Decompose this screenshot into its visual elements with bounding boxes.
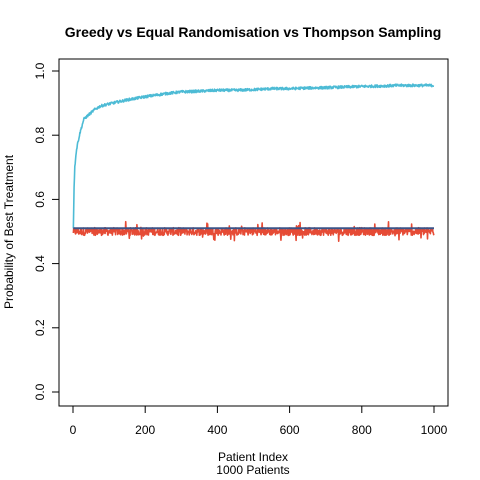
x-tick-label: 200 xyxy=(135,423,155,437)
x-tick-label: 0 xyxy=(70,423,77,437)
chart-title: Greedy vs Equal Randomisation vs Thompso… xyxy=(65,24,442,40)
y-axis: 0.0 0.2 0.4 0.6 0.8 1.0 xyxy=(33,62,60,400)
series-line-equal xyxy=(72,220,435,242)
series-layer xyxy=(72,83,435,242)
x-axis-sublabel: 1000 Patients xyxy=(216,463,289,477)
y-tick-label: 1.0 xyxy=(33,62,47,79)
x-tick-label: 1000 xyxy=(421,423,448,437)
x-axis: 0 200 400 600 800 1000 xyxy=(70,405,448,437)
x-tick-label: 600 xyxy=(280,423,300,437)
y-axis-label: Probability of Best Treatment xyxy=(2,154,16,309)
y-tick-label: 0.2 xyxy=(33,319,47,336)
x-tick-label: 800 xyxy=(352,423,372,437)
y-tick-label: 0.4 xyxy=(33,255,47,272)
y-tick-label: 0.0 xyxy=(33,383,47,400)
x-tick-label: 400 xyxy=(207,423,227,437)
y-tick-label: 0.6 xyxy=(33,191,47,208)
series-line-thompson xyxy=(72,83,435,229)
y-tick-label: 0.8 xyxy=(33,127,47,144)
x-axis-label: Patient Index xyxy=(218,450,288,464)
